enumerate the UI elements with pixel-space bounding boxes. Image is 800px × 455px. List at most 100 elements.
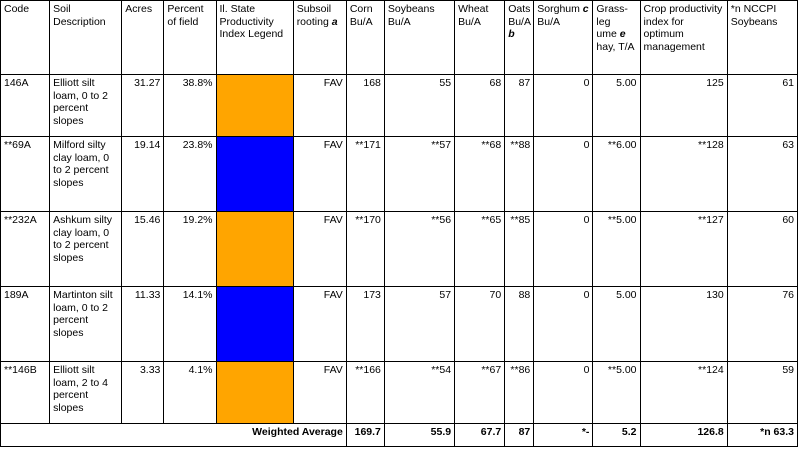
footnote-e: e xyxy=(619,28,626,41)
cell-oats: **86 xyxy=(504,361,535,424)
cell-nccpi: 59 xyxy=(726,361,799,424)
cell-soil-description: Milford silty clay loam, 0 to 2 percent … xyxy=(49,136,123,212)
cell-soil-description: Elliott silt loam, 2 to 4 percent slopes xyxy=(49,361,123,424)
cell-code: **232A xyxy=(0,211,51,287)
total-nccpi: *n 63.3 xyxy=(726,423,799,447)
cell-soybeans: 57 xyxy=(383,286,456,362)
cell-grass-hay: 5.00 xyxy=(592,286,641,362)
footnote-c: c xyxy=(582,3,589,15)
header-grass-legume-hay: Grass-leg ume e hay, T/A xyxy=(592,0,641,75)
header-crop-productivity-index: Crop productivity index for optimum mana… xyxy=(639,0,728,75)
cell-subsoil-rooting: FAV xyxy=(292,74,347,137)
header-soybeans: Soybeans Bu/A xyxy=(383,0,456,75)
header-subsoil-label: Subsoil rooting xyxy=(296,3,332,28)
table-row: **69A Milford silty clay loam, 0 to 2 per… xyxy=(0,136,799,212)
cell-nccpi: 76 xyxy=(726,286,799,362)
cell-grass-hay: **5.00 xyxy=(592,361,641,424)
cell-crop-productivity: **128 xyxy=(639,136,728,212)
cell-wheat: **67 xyxy=(454,361,506,424)
cell-subsoil-rooting: FAV xyxy=(292,136,347,212)
cell-sorghum: 0 xyxy=(533,286,594,362)
header-code: Code xyxy=(0,0,51,75)
header-oats-label: Oats Bu/A xyxy=(508,3,531,28)
productivity-legend-swatch xyxy=(215,136,294,212)
cell-corn: **170 xyxy=(345,211,385,287)
cell-percent-of-field: 4.1% xyxy=(163,361,217,424)
productivity-legend-swatch xyxy=(215,211,294,287)
cell-nccpi: 63 xyxy=(726,136,799,212)
cell-corn: 168 xyxy=(345,74,385,137)
header-sorghum-unit: Bu/A xyxy=(537,15,561,28)
footnote-b: b xyxy=(508,28,515,41)
cell-soybeans: **54 xyxy=(383,361,456,424)
header-productivity-legend: Il. State Productivity Index Legend xyxy=(215,0,294,75)
cell-acres: 19.14 xyxy=(121,136,165,212)
total-grass-hay: 5.2 xyxy=(592,423,641,447)
cell-acres: 3.33 xyxy=(121,361,165,424)
cell-sorghum: 0 xyxy=(533,361,594,424)
cell-soil-description: Ashkum silty clay loam, 0 to 2 percent s… xyxy=(49,211,123,287)
header-wheat: Wheat Bu/A xyxy=(454,0,506,75)
cell-corn: **171 xyxy=(345,136,385,212)
productivity-legend-swatch xyxy=(215,361,294,424)
cell-acres: 11.33 xyxy=(121,286,165,362)
cell-nccpi: 61 xyxy=(726,74,799,137)
cell-grass-hay: **6.00 xyxy=(592,136,641,212)
cell-acres: 31.27 xyxy=(121,74,165,137)
header-subsoil-rooting: Subsoil rooting a xyxy=(292,0,347,75)
cell-soybeans: 55 xyxy=(383,74,456,137)
header-grass-line3: hay, T/A xyxy=(596,40,635,53)
cell-percent-of-field: 38.8% xyxy=(163,74,217,137)
productivity-legend-swatch xyxy=(215,286,294,362)
header-nccpi-soybeans: *n NCCPI Soybeans xyxy=(726,0,799,75)
cell-code: **69A xyxy=(0,136,51,212)
table-row: **232A Ashkum silty clay loam, 0 to 2 per… xyxy=(0,211,799,287)
cell-acres: 15.46 xyxy=(121,211,165,287)
cell-code: 189A xyxy=(0,286,51,362)
total-crop-productivity: 126.8 xyxy=(639,423,728,447)
productivity-legend-swatch xyxy=(215,74,294,137)
cell-wheat: 68 xyxy=(454,74,506,137)
header-acres: Acres xyxy=(121,0,165,75)
cell-percent-of-field: 14.1% xyxy=(163,286,217,362)
total-sorghum: *- xyxy=(533,423,594,447)
cell-percent-of-field: 19.2% xyxy=(163,211,217,287)
cell-soil-description: Martinton silt loam, 0 to 2 percent slop… xyxy=(49,286,123,362)
header-sorghum: Sorghum c Bu/A xyxy=(533,0,594,75)
cell-crop-productivity: 130 xyxy=(639,286,728,362)
cell-sorghum: 0 xyxy=(533,211,594,287)
table-row: **146B Elliott silt loam, 2 to 4 percent … xyxy=(0,361,799,424)
cell-oats: 87 xyxy=(504,74,535,137)
cell-subsoil-rooting: FAV xyxy=(292,361,347,424)
cell-crop-productivity: 125 xyxy=(639,74,728,137)
header-row: Code Soil Description Acres Percent of f… xyxy=(0,0,799,75)
cell-oats: 88 xyxy=(504,286,535,362)
cell-nccpi: 60 xyxy=(726,211,799,287)
cell-subsoil-rooting: FAV xyxy=(292,211,347,287)
cell-percent-of-field: 23.8% xyxy=(163,136,217,212)
cell-corn: 173 xyxy=(345,286,385,362)
cell-sorghum: 0 xyxy=(533,136,594,212)
weighted-average-row: Weighted Average 169.7 55.9 67.7 87 *- 5… xyxy=(0,423,799,447)
cell-subsoil-rooting: FAV xyxy=(292,286,347,362)
cell-code: **146B xyxy=(0,361,51,424)
cell-grass-hay: 5.00 xyxy=(592,74,641,137)
header-sorghum-label: Sorghum xyxy=(537,3,580,15)
table-row: 146A Elliott silt loam, 0 to 2 percent sl… xyxy=(0,74,799,137)
footnote-a: a xyxy=(331,15,338,28)
header-percent-of-field: Percent of field xyxy=(163,0,217,75)
cell-wheat: 70 xyxy=(454,286,506,362)
cell-grass-hay: **5.00 xyxy=(592,211,641,287)
cell-oats: **88 xyxy=(504,136,535,212)
total-corn: 169.7 xyxy=(345,423,385,447)
cell-wheat: **68 xyxy=(454,136,506,212)
cell-soil-description: Elliott silt loam, 0 to 2 percent slopes xyxy=(49,74,123,137)
total-wheat: 67.7 xyxy=(454,423,506,447)
cell-crop-productivity: **124 xyxy=(639,361,728,424)
cell-crop-productivity: **127 xyxy=(639,211,728,287)
total-oats: 87 xyxy=(504,423,535,447)
header-oats: Oats Bu/A b xyxy=(504,0,535,75)
cell-corn: **166 xyxy=(345,361,385,424)
cell-code: 146A xyxy=(0,74,51,137)
